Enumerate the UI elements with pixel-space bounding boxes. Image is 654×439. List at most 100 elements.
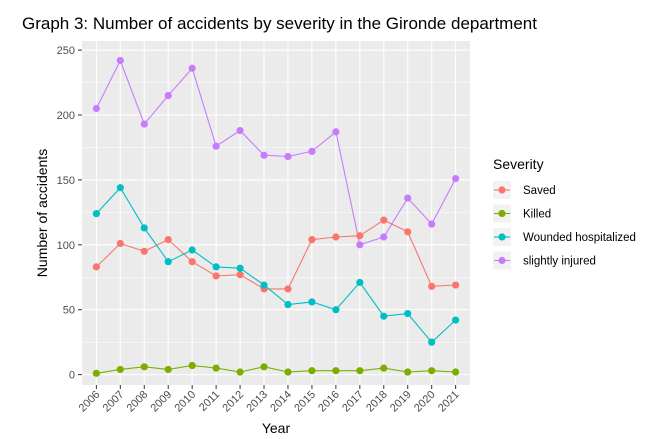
data-point-killed bbox=[308, 367, 316, 375]
data-point-wounded-hospitalized bbox=[380, 312, 388, 320]
data-point-saved bbox=[188, 258, 196, 266]
data-point-slightly-injured bbox=[236, 126, 244, 135]
x-tick-label: 2006 bbox=[77, 389, 103, 415]
gridlines bbox=[82, 41, 470, 385]
series-line-killed bbox=[96, 364, 456, 374]
data-point-saved bbox=[452, 281, 460, 289]
y-tick-label: 0 bbox=[69, 370, 75, 382]
legend: Severity Saved Killed Wounded hospitalized… bbox=[493, 156, 636, 270]
data-point-wounded-hospitalized bbox=[260, 281, 268, 289]
x-tick-label: 2009 bbox=[149, 389, 175, 415]
x-tick-label: 2016 bbox=[316, 389, 342, 415]
plot-panel bbox=[82, 41, 470, 385]
data-point-killed bbox=[260, 363, 268, 371]
legend-item-slightly-injured: slightly injured bbox=[493, 251, 596, 270]
data-point-wounded-hospitalized bbox=[332, 306, 340, 314]
x-tick-label: 2021 bbox=[436, 389, 462, 415]
data-point-slightly-injured bbox=[164, 91, 172, 100]
series-line-slightly-injured bbox=[95, 59, 457, 246]
data-point-killed bbox=[284, 368, 292, 376]
x-tick-label: 2020 bbox=[412, 389, 438, 415]
legend-label: slightly injured bbox=[523, 256, 596, 268]
data-point-saved bbox=[212, 272, 220, 280]
data-point-slightly-injured bbox=[452, 175, 460, 183]
data-point-slightly-injured bbox=[308, 147, 316, 155]
legend-key-point bbox=[498, 233, 506, 241]
legend-item-killed: Killed bbox=[493, 204, 551, 223]
legend-title: Severity bbox=[493, 156, 544, 172]
data-point-saved bbox=[92, 263, 100, 271]
x-tick-label: 2017 bbox=[340, 389, 366, 415]
x-tick-label: 2012 bbox=[220, 389, 246, 415]
data-point-slightly-injured bbox=[380, 233, 388, 241]
data-point-killed bbox=[380, 364, 388, 372]
data-point-saved bbox=[404, 228, 412, 236]
legend-label: Wounded hospitalized bbox=[523, 232, 636, 244]
data-point-killed bbox=[236, 368, 244, 376]
legend-label: Killed bbox=[523, 209, 551, 221]
data-point-saved bbox=[380, 216, 388, 224]
data-point-slightly-injured bbox=[140, 120, 148, 128]
legend-item-wounded-hospitalized: Wounded hospitalized bbox=[493, 228, 636, 246]
data-point-killed bbox=[164, 365, 172, 374]
data-point-slightly-injured bbox=[92, 104, 100, 113]
data-point-slightly-injured bbox=[332, 128, 340, 136]
x-tick-label: 2015 bbox=[292, 389, 318, 415]
chart-title: Graph 3: Number of accidents by severity… bbox=[22, 14, 537, 33]
data-point-slightly-injured bbox=[212, 142, 220, 150]
data-point-wounded-hospitalized bbox=[116, 184, 124, 192]
legend-key-point bbox=[498, 186, 506, 194]
y-tick-label: 200 bbox=[57, 110, 75, 122]
data-point-killed bbox=[188, 361, 196, 370]
data-point-wounded-hospitalized bbox=[140, 224, 148, 232]
data-point-wounded-hospitalized bbox=[212, 263, 220, 271]
data-point-wounded-hospitalized bbox=[188, 246, 196, 254]
data-point-killed bbox=[116, 365, 124, 374]
data-point-killed bbox=[428, 367, 436, 375]
data-point-saved bbox=[332, 233, 340, 241]
legend-key-point bbox=[498, 209, 506, 218]
y-axis-title: Number of accidents bbox=[34, 149, 50, 277]
data-point-wounded-hospitalized bbox=[92, 210, 100, 218]
data-point-wounded-hospitalized bbox=[428, 338, 436, 346]
y-tick-label: 50 bbox=[63, 305, 75, 317]
y-tick-label: 250 bbox=[57, 45, 75, 57]
data-point-killed bbox=[212, 364, 220, 372]
legend-item-saved: Saved bbox=[493, 181, 556, 199]
x-tick-label: 2018 bbox=[364, 389, 390, 415]
series-lines bbox=[95, 59, 457, 374]
data-point-slightly-injured bbox=[428, 220, 436, 228]
data-point-saved bbox=[308, 236, 316, 244]
data-point-saved bbox=[236, 271, 244, 279]
data-point-killed bbox=[332, 367, 340, 375]
data-point-saved bbox=[284, 285, 292, 293]
data-point-slightly-injured bbox=[356, 241, 364, 249]
data-point-saved bbox=[356, 232, 364, 240]
data-point-saved bbox=[164, 236, 172, 244]
x-tick-label: 2008 bbox=[125, 389, 151, 415]
data-point-killed bbox=[140, 363, 148, 371]
series-line-wounded-hospitalized bbox=[95, 186, 456, 343]
data-point-slightly-injured bbox=[260, 151, 268, 159]
x-axis: 2006200720082009201020112012201320142015… bbox=[77, 385, 462, 414]
data-point-saved bbox=[140, 247, 148, 255]
data-point-wounded-hospitalized bbox=[404, 310, 412, 318]
x-tick-label: 2011 bbox=[197, 389, 222, 414]
x-tick-label: 2007 bbox=[101, 389, 127, 415]
x-tick-label: 2014 bbox=[268, 389, 294, 415]
data-point-saved bbox=[116, 239, 124, 248]
data-point-wounded-hospitalized bbox=[452, 316, 460, 324]
data-point-killed bbox=[404, 368, 412, 376]
y-axis: 0 50 100 150 200 250 bbox=[57, 45, 82, 382]
data-point-wounded-hospitalized bbox=[356, 278, 364, 287]
data-point-slightly-injured bbox=[404, 194, 412, 202]
series-points bbox=[92, 56, 460, 377]
legend-label: Saved bbox=[523, 185, 556, 197]
x-axis-title: Year bbox=[262, 420, 291, 436]
data-point-wounded-hospitalized bbox=[164, 258, 172, 266]
data-point-killed bbox=[92, 369, 100, 377]
y-tick-label: 100 bbox=[57, 240, 75, 252]
x-tick-label: 2010 bbox=[172, 389, 198, 415]
y-tick-label: 150 bbox=[57, 175, 75, 187]
